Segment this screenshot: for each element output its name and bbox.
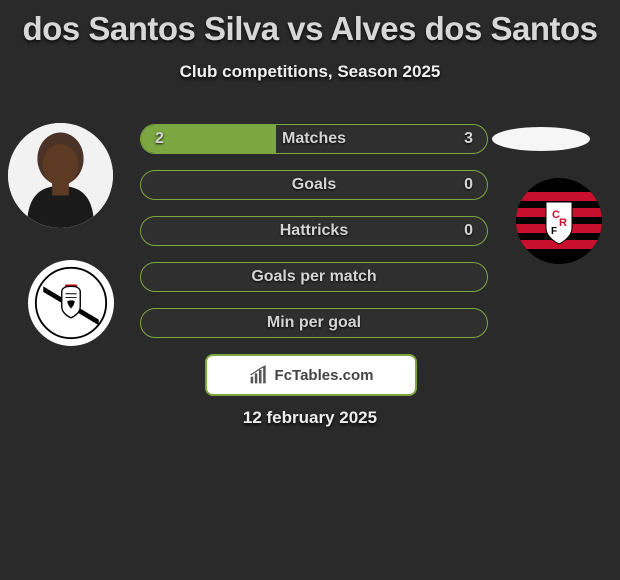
left-player-photo: [8, 123, 113, 228]
chart-icon: [249, 365, 269, 385]
stat-bar-label: Matches: [141, 125, 487, 153]
comparison-title: dos Santos Silva vs Alves dos Santos: [0, 0, 620, 48]
stat-bar: Matches2 3: [140, 124, 488, 154]
attribution-box: FcTables.com: [205, 354, 417, 396]
comparison-date: 12 february 2025: [0, 408, 620, 428]
stat-bar-right-value: 3: [464, 125, 473, 153]
flamengo-badge-icon: C R F: [516, 178, 602, 264]
stat-bar-right-value: 0: [464, 217, 473, 245]
stat-bar-label: Min per goal: [141, 309, 487, 337]
svg-text:R: R: [559, 217, 567, 229]
svg-text:F: F: [551, 226, 557, 237]
stat-bar-right-value: 0: [464, 171, 473, 199]
stat-bar: Goals0: [140, 170, 488, 200]
stat-bar: Min per goal: [140, 308, 488, 338]
stat-bars-container: Matches23Goals0Hattricks0Goals per match…: [140, 124, 488, 354]
attribution-text: FcTables.com: [275, 367, 374, 384]
left-club-badge: [28, 260, 114, 346]
right-player-photo-placeholder: [492, 127, 590, 151]
right-club-badge: C R F: [516, 178, 602, 264]
stat-bar-label: Hattricks: [141, 217, 487, 245]
comparison-subtitle: Club competitions, Season 2025: [0, 62, 620, 82]
stat-bar-left-value: 2: [155, 125, 164, 153]
player-silhouette-icon: [8, 123, 113, 228]
vasco-badge-icon: [34, 266, 108, 340]
stat-bar: Goals per match: [140, 262, 488, 292]
stat-bar-label: Goals: [141, 171, 487, 199]
stat-bar: Hattricks0: [140, 216, 488, 246]
stat-bar-label: Goals per match: [141, 263, 487, 291]
